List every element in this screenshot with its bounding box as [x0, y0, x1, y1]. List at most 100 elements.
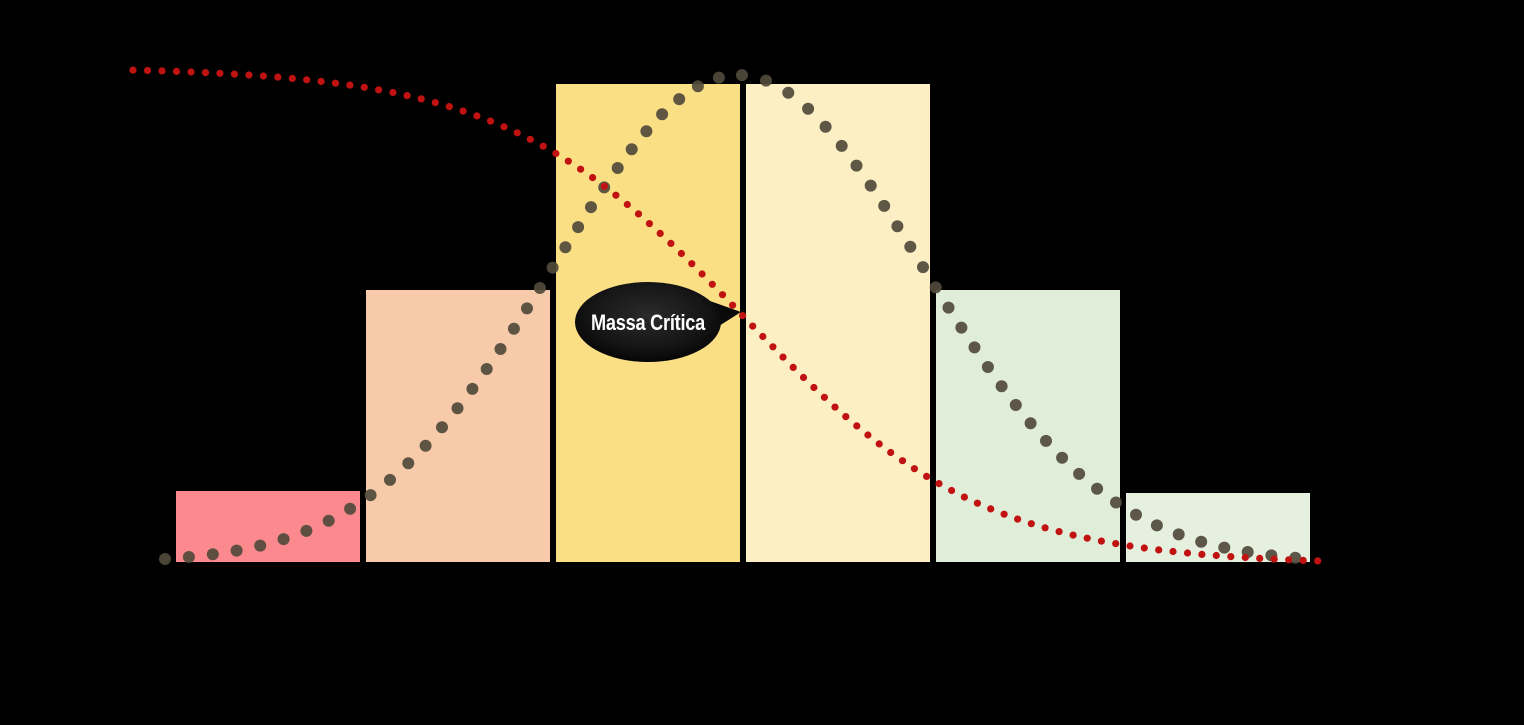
bell-dotted-curve-dot	[891, 220, 904, 233]
descending-dotted-curve-dot	[987, 505, 995, 513]
descending-dotted-curve-dot	[656, 229, 664, 237]
bell-curve-dots	[159, 69, 1302, 565]
bell-dotted-curve-dot	[436, 421, 448, 434]
bell-dotted-curve-dot	[736, 69, 748, 82]
descending-dotted-curve-dot	[331, 79, 340, 87]
segment-4	[744, 82, 932, 564]
bell-dotted-curve-dot	[559, 241, 572, 254]
descending-dotted-curve-dot	[910, 465, 919, 473]
descending-dotted-curve-dot	[431, 99, 439, 107]
descending-dotted-curve-dot	[513, 129, 521, 137]
bell-dotted-curve-dot	[917, 261, 929, 274]
descending-dotted-curve-dot	[1041, 524, 1049, 532]
bell-dotted-curve-dot	[760, 74, 772, 87]
descending-dotted-curve-dot	[1227, 553, 1235, 561]
bell-dotted-curve-dot	[364, 489, 377, 502]
descending-dotted-curve-dot	[842, 413, 850, 421]
bell-dotted-curve-dot	[533, 282, 546, 294]
descending-dotted-curve-dot	[749, 322, 757, 330]
descending-dotted-curve-dot	[739, 312, 747, 320]
bell-dotted-curve-dot	[521, 302, 533, 315]
descending-dotted-curve-dot	[375, 86, 383, 94]
bell-dotted-curve-dot	[466, 382, 479, 395]
descending-dotted-curve-dot	[1083, 534, 1091, 542]
descending-dotted-curve-dot	[589, 174, 597, 182]
bell-dotted-curve-dot	[691, 80, 704, 93]
bell-dotted-curve-dot	[942, 301, 955, 314]
bell-dotted-curve-dot	[835, 139, 848, 152]
descending-dotted-curve-dot	[526, 135, 534, 143]
descending-dotted-curve-dot	[1241, 553, 1249, 562]
bell-dotted-curve-dot	[230, 544, 243, 557]
descending-dotted-curve-dot	[1097, 537, 1105, 545]
segment-2	[364, 288, 552, 564]
bell-dotted-curve-dot	[384, 473, 396, 486]
descending-dotted-curve-dot	[216, 69, 224, 77]
bell-dotted-curve-dot	[585, 201, 597, 214]
descending-dotted-curve-dot	[948, 486, 956, 495]
descending-dotted-curve-dot	[1000, 510, 1008, 518]
descending-dotted-curve-dot	[1126, 542, 1134, 550]
descending-dotted-curve-dot	[973, 499, 982, 507]
bell-dotted-curve-dot	[929, 281, 942, 294]
bell-dotted-curve-dot	[656, 108, 669, 121]
descending-dotted-curve-dot	[887, 448, 895, 457]
bell-dotted-curve-dot	[344, 502, 357, 515]
descending-dotted-curve-dot	[1183, 549, 1192, 557]
descending-dotted-curve-dot	[1314, 557, 1322, 565]
bell-dotted-curve-dot	[1289, 551, 1302, 564]
descending-dotted-curve-dot	[935, 480, 943, 488]
descending-dotted-curve-dot	[779, 353, 787, 361]
bell-dotted-curve-dot	[206, 548, 219, 561]
descending-dotted-curve-dot	[1155, 546, 1163, 554]
descending-dotted-curve-dot	[303, 76, 311, 84]
descending-dotted-curve-dot	[389, 88, 397, 97]
bell-dotted-curve-dot	[850, 159, 863, 172]
bell-dotted-curve-dot	[1130, 508, 1142, 521]
bell-dotted-curve-dot	[1009, 399, 1022, 411]
bell-dotted-curve-dot	[277, 533, 290, 546]
descending-dotted-curve-dot	[201, 69, 210, 77]
bell-dotted-curve-dot	[507, 322, 520, 335]
critical-mass-callout: Massa Crítica	[575, 282, 741, 362]
descending-dotted-curve-dot	[417, 95, 425, 103]
descending-dotted-curve-dot	[708, 280, 716, 288]
descending-dotted-curve-dot	[623, 200, 631, 209]
descending-dotted-curve-dot	[1140, 544, 1148, 552]
bell-dotted-curve-dot	[1073, 467, 1086, 480]
descending-dotted-curve-dot	[612, 191, 620, 199]
bell-dotted-curve-dot	[673, 93, 686, 106]
descending-dotted-curve-dot	[187, 68, 195, 76]
descending-dotted-curve-dot	[1169, 547, 1177, 556]
bell-dotted-curve-dot	[782, 86, 795, 99]
bell-dotted-curve-dot	[968, 341, 981, 354]
descending-dotted-curve-dot	[486, 117, 495, 125]
descending-dotted-curve-dot	[875, 440, 883, 448]
descending-dotted-curve-dot	[245, 71, 253, 79]
bell-dotted-curve-dot	[611, 162, 624, 174]
descending-dotted-curve-dot	[677, 249, 686, 258]
bell-dotted-curve-dot	[494, 343, 507, 355]
descending-dotted-curve-dot	[769, 343, 777, 351]
descending-dotted-curve-dot	[1198, 550, 1206, 559]
bell-dotted-curve-dot	[1110, 496, 1122, 509]
descending-dotted-curve-dot	[729, 301, 737, 309]
callout-bubble	[575, 282, 721, 362]
bell-dotted-curve-dot	[955, 321, 968, 334]
descending-dotted-curve-dot	[810, 383, 818, 392]
bell-dotted-curve-dot	[1150, 519, 1163, 532]
descending-dotted-curve-dot	[1285, 556, 1293, 564]
descending-dotted-curve-dot	[864, 431, 872, 439]
bell-dotted-curve-dot	[1195, 535, 1208, 548]
bell-dotted-curve-dot	[480, 363, 493, 375]
bell-dotted-curve-dot	[640, 125, 653, 138]
descending-dotted-curve-dot	[230, 70, 238, 78]
descending-dotted-curve-dot	[634, 210, 643, 218]
bell-dotted-curve-dot	[904, 240, 917, 253]
descending-dotted-curve-dot	[539, 142, 547, 150]
descending-dotted-curve-dot	[799, 373, 808, 382]
descending-dotted-curve-dot	[1112, 540, 1120, 548]
descending-dotted-curve-dot	[698, 270, 706, 278]
